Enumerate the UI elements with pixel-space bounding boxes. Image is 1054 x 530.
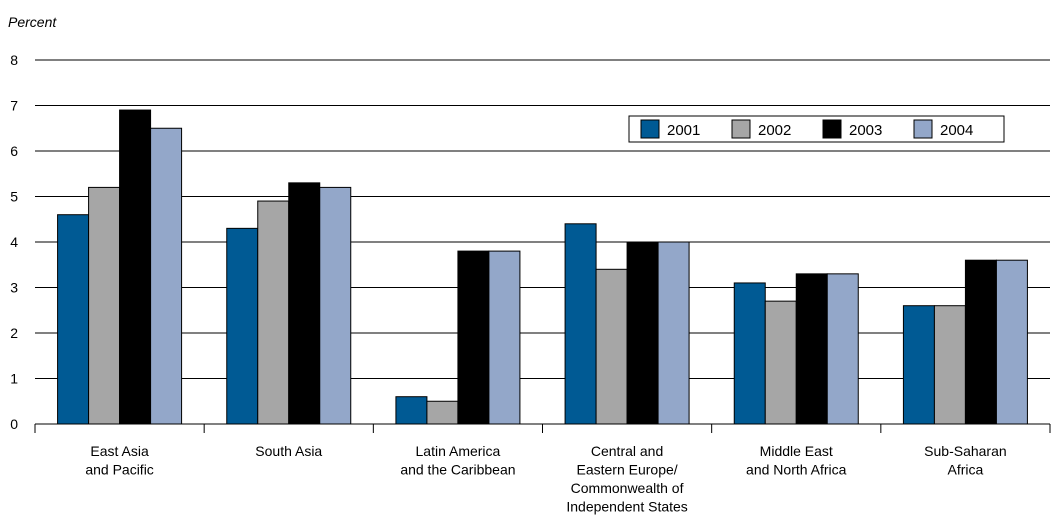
- bar: [595, 268, 628, 425]
- bar: [119, 109, 152, 425]
- bar: [426, 400, 459, 425]
- legend-swatch: [731, 119, 751, 139]
- category-label: South Asia: [255, 443, 322, 459]
- bar: [657, 241, 690, 425]
- legend-label: 2002: [758, 122, 791, 139]
- bar: [288, 182, 321, 425]
- axes: 0 1 2 3 4 5 6 7 8: [10, 52, 1051, 433]
- legend-label: 2003: [849, 122, 882, 139]
- category-label: Latin America: [416, 443, 501, 459]
- legend: 2001 2002 2003 2004: [628, 115, 1005, 143]
- bar: [319, 186, 352, 425]
- bar: [395, 396, 428, 425]
- category-label: Commonwealth of: [571, 480, 684, 496]
- y-tick-label: 6: [10, 143, 18, 159]
- y-tick-label: 0: [10, 416, 18, 432]
- bar: [733, 282, 766, 425]
- bar: [57, 214, 90, 425]
- category-label: Middle East: [760, 443, 833, 459]
- bar: [964, 259, 997, 425]
- category-label: Independent States: [566, 499, 687, 515]
- y-tick-label: 5: [10, 189, 18, 205]
- y-axis-label: Percent: [8, 14, 57, 30]
- y-tick-label: 4: [10, 234, 18, 250]
- bar: [933, 305, 966, 425]
- y-tick-label: 1: [10, 371, 18, 387]
- category-label: and North Africa: [746, 462, 847, 478]
- bar: [764, 300, 797, 425]
- bar: [88, 186, 121, 425]
- category-label: and Pacific: [85, 462, 153, 478]
- category-label: Africa: [948, 462, 984, 478]
- category-label: Central and: [591, 443, 663, 459]
- y-tick-label: 7: [10, 98, 18, 114]
- legend-swatch: [913, 119, 933, 139]
- bar: [457, 250, 490, 425]
- legend-label: 2001: [667, 122, 700, 139]
- bars: [57, 109, 1028, 425]
- bar: [902, 305, 935, 425]
- bar: [795, 273, 828, 425]
- category-label: East Asia: [90, 443, 149, 459]
- category-label: Eastern Europe/: [576, 462, 677, 478]
- bar: [257, 200, 290, 425]
- legend-swatch: [822, 119, 842, 139]
- bar: [826, 273, 859, 425]
- legend-label: 2004: [940, 122, 973, 139]
- bar: [150, 127, 183, 425]
- bar: [995, 259, 1028, 425]
- category-labels: East Asia and Pacific South Asia Latin Amer…: [85, 443, 1006, 515]
- y-tick-label: 3: [10, 280, 18, 296]
- bar: [488, 250, 521, 425]
- y-tick-label: 2: [10, 325, 18, 341]
- bar: [626, 241, 659, 425]
- y-tick-label: 8: [10, 52, 18, 68]
- bar: [226, 227, 259, 425]
- bar: [564, 223, 597, 425]
- category-label: Sub-Saharan: [924, 443, 1007, 459]
- legend-box: [628, 115, 1005, 143]
- category-label: and the Caribbean: [400, 462, 515, 478]
- gridlines: [35, 59, 1050, 379]
- legend-swatch: [640, 119, 660, 139]
